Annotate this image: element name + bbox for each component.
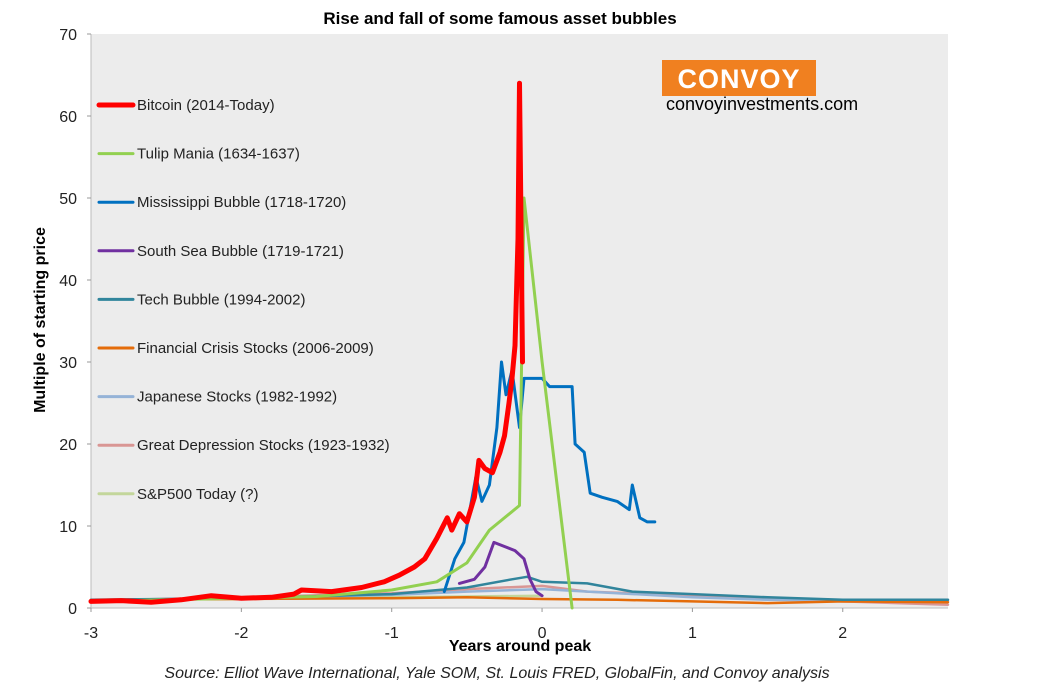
x-tick-label: 1 — [688, 625, 697, 642]
y-tick-label: 50 — [59, 191, 77, 208]
legend-label: Tech Bubble (1994-2002) — [137, 291, 305, 308]
series-line-5 — [89, 575, 950, 602]
legend-label: Mississippi Bubble (1718-1720) — [137, 194, 346, 211]
legend-label: South Sea Bubble (1719-1721) — [137, 243, 344, 260]
y-tick-label: 0 — [68, 601, 77, 618]
y-tick-label: 30 — [59, 355, 77, 372]
series-line-6 — [89, 596, 950, 605]
brand-logo: CONVOY convoyinvestments.com — [662, 60, 858, 114]
legend-label: Japanese Stocks (1982-1992) — [137, 389, 337, 406]
series-layer — [88, 80, 950, 610]
legend-label: Bitcoin (2014-Today) — [137, 97, 275, 114]
legend: Bitcoin (2014-Today) Tulip Mania (1634-16… — [96, 97, 390, 503]
x-tick-label: 2 — [838, 625, 847, 642]
y-tick-label: 10 — [59, 519, 77, 536]
series-line-2 — [89, 196, 574, 610]
x-axis-label: Years around peak — [449, 638, 591, 655]
x-tick-label: -1 — [385, 625, 399, 642]
brand-badge — [662, 60, 816, 96]
brand-name: CONVOY — [677, 64, 800, 94]
series-line-1 — [88, 80, 525, 605]
y-tick-label: 20 — [59, 437, 77, 454]
y-axis-label: Multiple of starting price — [32, 227, 49, 413]
brand-url: convoyinvestments.com — [666, 94, 858, 114]
y-tick-label: 70 — [59, 27, 77, 44]
x-tick-label: -2 — [234, 625, 248, 642]
y-tick-label: 40 — [59, 273, 77, 290]
y-tick-label: 60 — [59, 109, 77, 126]
source-note: Source: Elliot Wave International, Yale … — [164, 665, 829, 682]
x-tick-label: -3 — [84, 625, 98, 642]
legend-label: Financial Crisis Stocks (2006-2009) — [137, 340, 374, 357]
legend-label: S&P500 Today (?) — [137, 486, 258, 503]
series-line-4 — [457, 540, 544, 598]
legend-label: Tulip Mania (1634-1637) — [137, 146, 300, 163]
axes: 0 10 20 30 40 50 60 70 -3 -2 -1 0 1 2 — [59, 27, 948, 642]
chart-title: Rise and fall of some famous asset bubbl… — [323, 9, 676, 28]
legend-label: Great Depression Stocks (1923-1932) — [137, 437, 390, 454]
x-tick-label: 0 — [538, 625, 547, 642]
